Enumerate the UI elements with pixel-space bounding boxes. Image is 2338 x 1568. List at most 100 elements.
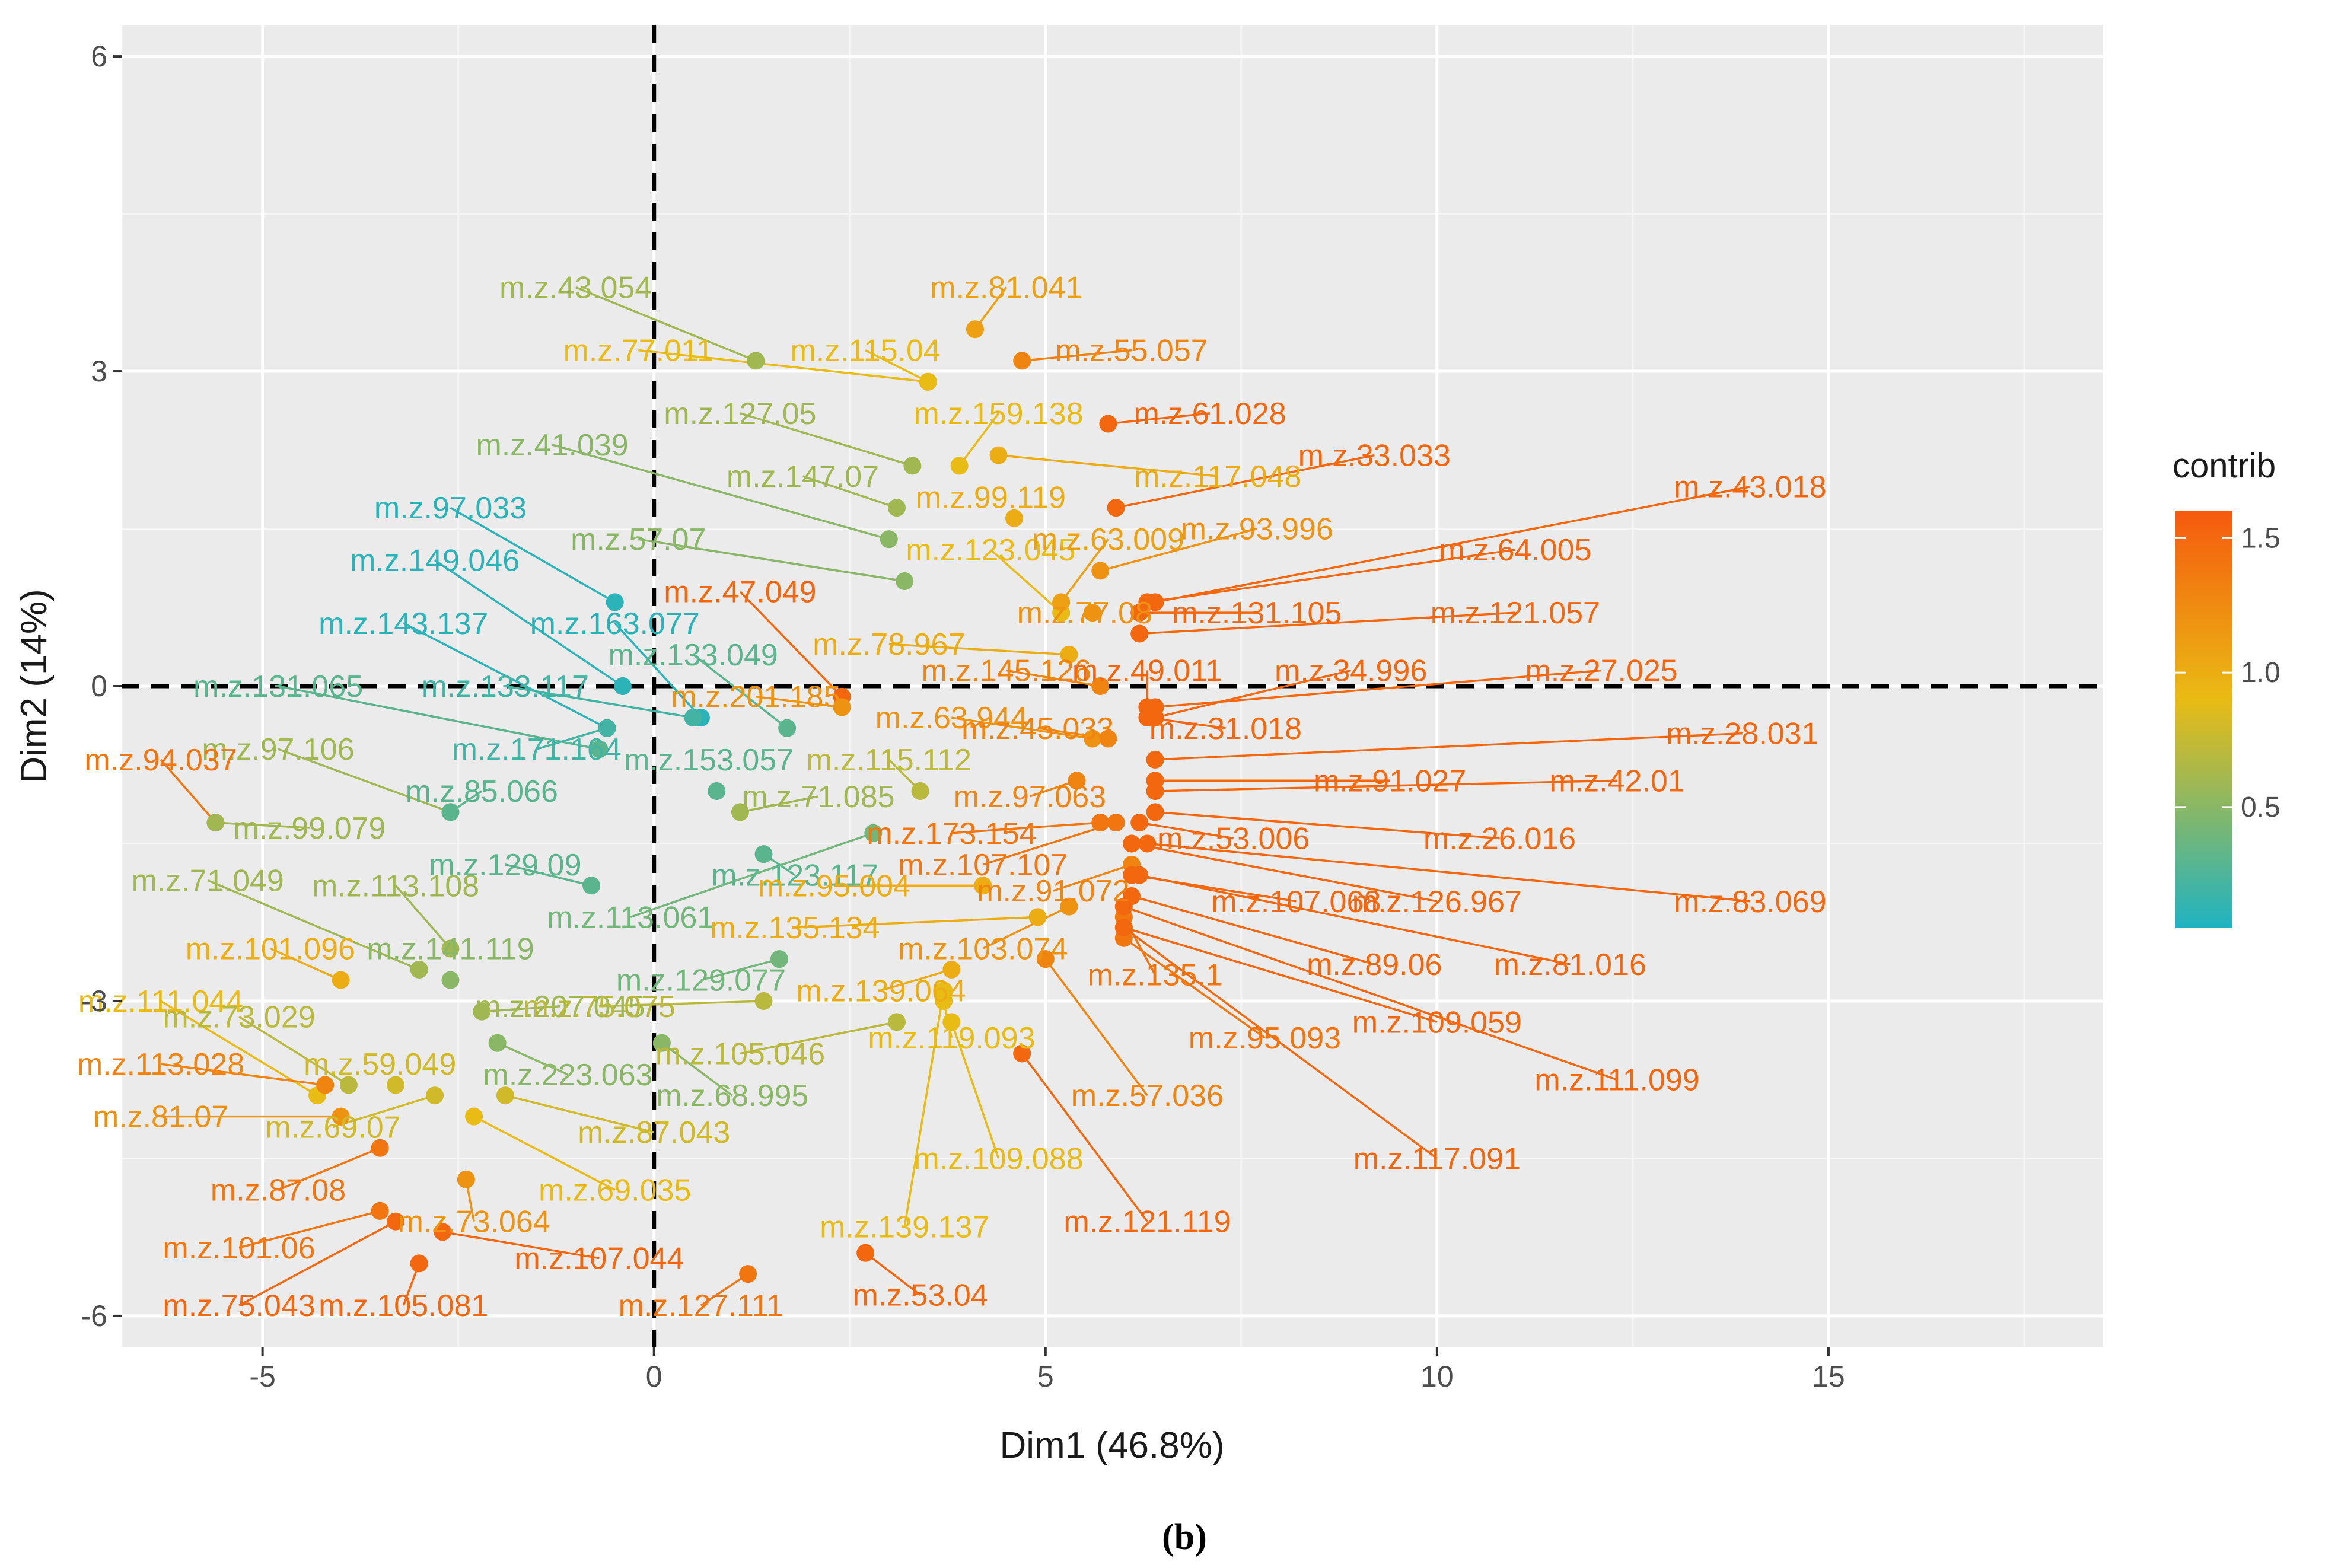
label-connector <box>238 1220 396 1306</box>
legend-tick-label: 1.5 <box>2241 522 2280 554</box>
point-m.z.83.069 <box>1138 834 1157 853</box>
label-connector <box>1123 937 1266 1039</box>
point-m.z.107.107 <box>1107 814 1125 832</box>
point-m.z.139.137 <box>935 981 953 1000</box>
point-label: m.z.113.061 <box>547 900 714 935</box>
legend-ticks: 0.5 1.0 1.5 <box>2175 522 2280 823</box>
point-m.z.139.064 <box>942 960 961 979</box>
point-label: m.z.121.057 <box>1431 596 1600 630</box>
point-m.z.45.033 <box>1099 729 1117 748</box>
point-label: m.z.123.117 <box>711 859 878 893</box>
point-m.z.105.081 <box>410 1254 428 1273</box>
label-connector <box>505 863 592 887</box>
point-m.z.101.06 <box>371 1202 389 1220</box>
point-label: m.z.101.06 <box>163 1231 315 1266</box>
point-label: m.z.107.107 <box>898 848 1068 882</box>
point-m.z.107.044 <box>434 1223 452 1241</box>
label-connector <box>1100 527 1257 572</box>
point-label: m.z.141.119 <box>367 932 534 966</box>
label-connector <box>802 475 897 509</box>
label-connector <box>982 821 1117 866</box>
label-connector <box>865 1252 921 1296</box>
point-m.z.147.07 <box>887 499 906 517</box>
point-label: m.z.105.046 <box>655 1037 825 1071</box>
label-connector <box>692 654 788 729</box>
point-m.z.93.996 <box>1091 562 1110 580</box>
label-connector <box>630 832 874 919</box>
point-m.z.129.09 <box>582 877 601 895</box>
point-labels: m.z.43.054 m.z.81.041 m.z.77.011 m.z.115.04… <box>77 270 1827 1323</box>
point-label: m.z.27.025 <box>1525 654 1677 688</box>
label-connector <box>473 1116 616 1191</box>
point-label: m.z.113.028 <box>77 1047 244 1082</box>
point-m.z.101.096 <box>332 971 350 989</box>
point-label: m.z.41.039 <box>476 428 628 463</box>
point-label: m.z.153.057 <box>624 743 794 777</box>
label-connector <box>638 349 928 383</box>
point-m.z.223.063 <box>488 1034 507 1052</box>
label-connector <box>998 454 1218 477</box>
label-connector <box>1147 549 1516 604</box>
point-label: m.z.43.018 <box>1674 470 1826 505</box>
point-label: m.z.83.069 <box>1674 885 1826 919</box>
point-label: m.z.115.04 <box>790 334 940 368</box>
point-m.z.135.134 <box>1028 908 1047 926</box>
label-connector <box>552 444 890 540</box>
point-label: m.z.42.01 <box>1549 764 1684 798</box>
point-label: m.z.111.099 <box>1534 1063 1699 1098</box>
y-axis-title: Dim2 (14%) <box>14 589 55 783</box>
point-m.z.131.105 <box>1130 604 1149 622</box>
point-label: m.z.26.016 <box>1423 822 1576 856</box>
point-m.z.31.018 <box>1138 709 1157 727</box>
point-label: m.z.75.043 <box>163 1289 315 1323</box>
point-label: m.z.135.1 <box>1087 958 1222 993</box>
label-connectors <box>160 286 1751 1306</box>
label-connector <box>1139 611 1515 635</box>
point-label: m.z.63.009 <box>1032 522 1184 557</box>
point-label: m.z.47.049 <box>664 575 816 610</box>
label-connector <box>1131 895 1375 965</box>
point-m.z.117.091 <box>1114 919 1133 937</box>
point-label: m.z.139.137 <box>820 1210 989 1244</box>
point-label: m.z.129.09 <box>429 848 581 882</box>
x-tick-label: -5 <box>249 1360 275 1393</box>
label-connector <box>614 622 702 719</box>
point-label: m.z.113.108 <box>312 869 479 903</box>
label-connector <box>496 1042 569 1076</box>
label-connector <box>434 559 623 687</box>
label-connector <box>442 1231 600 1260</box>
label-connector <box>740 1021 897 1055</box>
label-connector <box>160 1063 326 1086</box>
label-connector <box>270 947 342 981</box>
point-label: m.z.93.996 <box>1181 512 1333 547</box>
point-label: m.z.149.046 <box>350 544 520 578</box>
point-label: m.z.109.088 <box>913 1142 1083 1176</box>
point-label: m.z.119.093 <box>868 1021 1035 1056</box>
label-connector <box>238 1210 381 1249</box>
label-connector <box>951 821 1101 834</box>
point-label: m.z.33.033 <box>1298 439 1451 473</box>
label-connector <box>1155 486 1751 604</box>
point-m.z.113.028 <box>316 1076 335 1094</box>
point-label: m.z.223.063 <box>483 1058 652 1092</box>
point-m.z.145.126 <box>1091 677 1110 695</box>
label-connector <box>1006 669 1101 687</box>
y-tick-label: -3 <box>81 984 107 1018</box>
point-label: m.z.31.018 <box>1149 712 1302 746</box>
label-connector <box>278 748 451 814</box>
label-connector <box>278 685 600 750</box>
label-connector <box>865 349 929 383</box>
point-m.z.69.07 <box>426 1086 444 1105</box>
contrib-legend: contrib 0.5 1.0 1.5 <box>2173 447 2280 928</box>
point-label: m.z.97.033 <box>374 491 527 525</box>
point-m.z.71.085 <box>731 803 749 821</box>
point-m.z.97.063 <box>1068 772 1086 790</box>
point-label: m.z.103.074 <box>898 932 1068 966</box>
point-m.z.81.041 <box>966 320 984 339</box>
point-m.z.201.185 <box>833 698 851 716</box>
point-label: m.z.99.079 <box>233 811 386 846</box>
label-connector <box>599 1000 764 1008</box>
point-m.z.81.07 <box>332 1107 350 1126</box>
point-label: m.z.61.028 <box>1133 397 1286 431</box>
point-m.z.111.099 <box>1114 897 1133 916</box>
